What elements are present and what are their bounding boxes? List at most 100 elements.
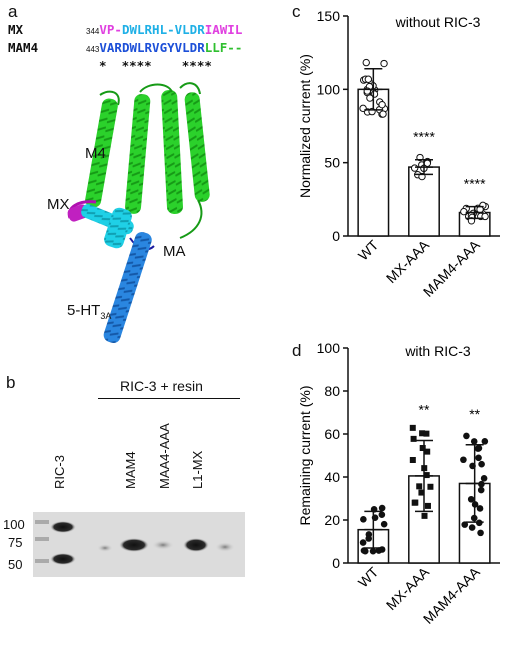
data-point	[410, 435, 417, 442]
data-point	[359, 539, 367, 546]
lane-label-l1-mx: L1-MX	[190, 450, 205, 489]
y-axis-title: Remaining current (%)	[297, 385, 313, 525]
data-point	[362, 58, 370, 67]
data-point	[412, 499, 419, 506]
seq-segment: LLF--	[204, 40, 243, 55]
data-point	[478, 460, 485, 468]
marker-100: 100	[3, 517, 25, 532]
seq-row-mam4: VARDWLRVGYVLDRLLF--	[99, 40, 242, 55]
data-point	[369, 547, 377, 555]
y-tick-label: 0	[332, 555, 340, 571]
y-tick-label: 60	[324, 426, 340, 442]
panel-a-letter: a	[8, 2, 18, 21]
data-point	[477, 529, 484, 537]
data-point	[467, 217, 476, 225]
data-point	[424, 448, 431, 455]
data-point	[375, 547, 383, 554]
data-point	[378, 511, 386, 519]
data-point	[378, 100, 386, 109]
lane-label-ric3: RIC-3	[52, 455, 67, 489]
chart-title: with RIC-3	[404, 343, 471, 359]
x-tick-label: MX-AAA	[383, 236, 433, 286]
label-receptor-sub: 3A	[100, 311, 112, 321]
seq-segment: VAR	[99, 40, 122, 55]
y-tick-label: 150	[317, 8, 341, 24]
y-tick-label: 50	[324, 155, 340, 171]
seq-start-mx: 344	[86, 27, 100, 36]
seq-row-name-mam4: MAM4	[8, 40, 39, 55]
data-point	[416, 483, 423, 490]
data-point	[461, 521, 469, 528]
y-tick-label: 100	[317, 340, 341, 356]
label-ma: MA	[163, 243, 186, 260]
western-blot-image	[33, 512, 245, 577]
y-tick-label: 80	[324, 383, 340, 399]
data-point	[476, 505, 484, 512]
data-point	[364, 75, 373, 83]
blot-header: RIC-3 + resin	[120, 378, 203, 394]
y-tick-label: 20	[324, 512, 340, 528]
protein-structure-image	[67, 82, 210, 344]
data-point	[460, 456, 467, 464]
label-mx: MX	[47, 196, 70, 213]
blot-header-line	[98, 398, 240, 399]
label-receptor: 5-HT3A	[67, 302, 111, 321]
seq-start-mam4: 443	[86, 45, 100, 54]
significance-marker: **	[419, 401, 430, 417]
data-point	[463, 432, 470, 440]
x-tick-label: WT	[355, 563, 382, 590]
significance-marker: ****	[413, 129, 435, 145]
significance-marker: ****	[464, 176, 486, 192]
data-point	[460, 207, 468, 216]
chart-c: 0 50 100 150 Normalized current (%) without R…	[297, 8, 500, 300]
significance-marker: **	[469, 406, 480, 422]
y-tick-label: 40	[324, 469, 340, 485]
data-point	[365, 535, 373, 542]
data-point	[423, 472, 430, 479]
data-point	[474, 445, 482, 452]
data-point	[470, 438, 478, 445]
data-point	[380, 520, 388, 528]
data-point	[418, 489, 425, 496]
sequence-alignment: MX 344 VP-DWLRHL-VLDRIAWIL MAM4 443 VARDWL…	[8, 22, 242, 76]
label-m4: M4	[85, 145, 106, 162]
data-point	[477, 486, 485, 494]
seq-segment: DWLRHL-	[121, 22, 175, 37]
data-point	[424, 502, 431, 509]
label-receptor-main: 5-HT	[67, 302, 101, 319]
data-point	[423, 430, 430, 437]
data-point	[360, 516, 367, 523]
data-point	[467, 495, 475, 503]
x-tick-label: MX-AAA	[383, 563, 433, 613]
marker-75: 75	[8, 535, 23, 550]
seq-segment: VLDR	[174, 40, 205, 55]
y-tick-label: 100	[317, 81, 341, 97]
lane-label-maa4-aaa: MAA4-AAA	[157, 423, 172, 489]
data-point	[380, 59, 388, 68]
chart-title: without RIC-3	[395, 14, 481, 30]
data-point	[475, 454, 482, 462]
x-tick-label: WT	[355, 236, 382, 263]
data-point	[409, 456, 416, 463]
seq-row-name-mx: MX	[8, 22, 24, 37]
marker-50: 50	[8, 557, 23, 572]
data-point	[360, 547, 368, 554]
seq-segment: IAWIL	[204, 22, 243, 37]
data-point	[419, 445, 426, 452]
seq-segment: VP-	[99, 22, 122, 37]
data-point	[410, 164, 419, 172]
panel-b-letter: b	[6, 373, 16, 392]
data-point	[468, 524, 476, 531]
data-point	[481, 438, 489, 445]
data-point	[480, 475, 488, 482]
y-tick-label: 0	[332, 228, 340, 244]
seq-segment: VLDR	[174, 22, 205, 37]
data-point	[427, 483, 434, 490]
panel-c-letter: c	[292, 2, 301, 21]
data-point	[379, 110, 387, 118]
data-point	[419, 430, 426, 437]
data-point	[366, 94, 374, 102]
seq-segment: DWLRVGY	[121, 40, 175, 55]
data-point	[409, 424, 416, 431]
data-point	[378, 504, 386, 512]
